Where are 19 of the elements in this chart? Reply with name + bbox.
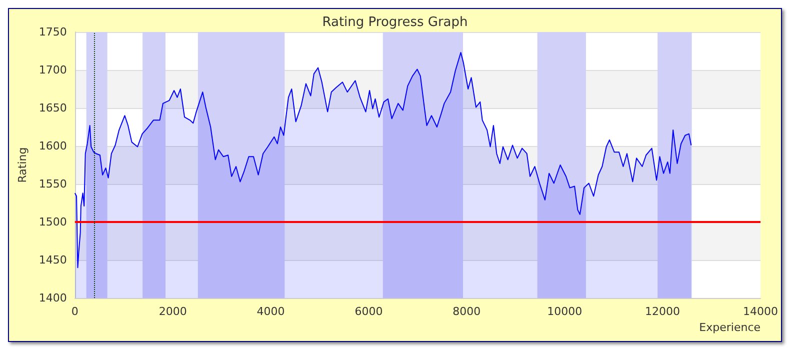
- x-tick-label: 14000: [743, 305, 778, 318]
- chart-title: Rating Progress Graph: [322, 15, 468, 30]
- y-tick-label: 1500: [38, 216, 67, 228]
- x-tick-label: 4000: [256, 305, 285, 318]
- x-tick-label: 6000: [354, 305, 383, 318]
- y-tick-label: 1700: [38, 64, 67, 76]
- y-tick-label: 1400: [38, 292, 67, 304]
- y-tick-label: 1750: [38, 26, 67, 38]
- y-tick-label: 1550: [38, 178, 67, 190]
- x-axis-title: Experience: [699, 321, 761, 334]
- x-tick-label: 10000: [547, 305, 582, 318]
- x-tick-label: 0: [71, 305, 78, 318]
- x-tick-label: 2000: [158, 305, 187, 318]
- y-tick-label: 1600: [38, 140, 67, 152]
- y-tick-label: 1650: [38, 102, 67, 114]
- x-tick-label: 12000: [645, 305, 680, 318]
- x-tick-label: 8000: [452, 305, 481, 318]
- y-axis-title: Rating: [16, 147, 29, 183]
- y-tick-label: 1450: [38, 254, 67, 266]
